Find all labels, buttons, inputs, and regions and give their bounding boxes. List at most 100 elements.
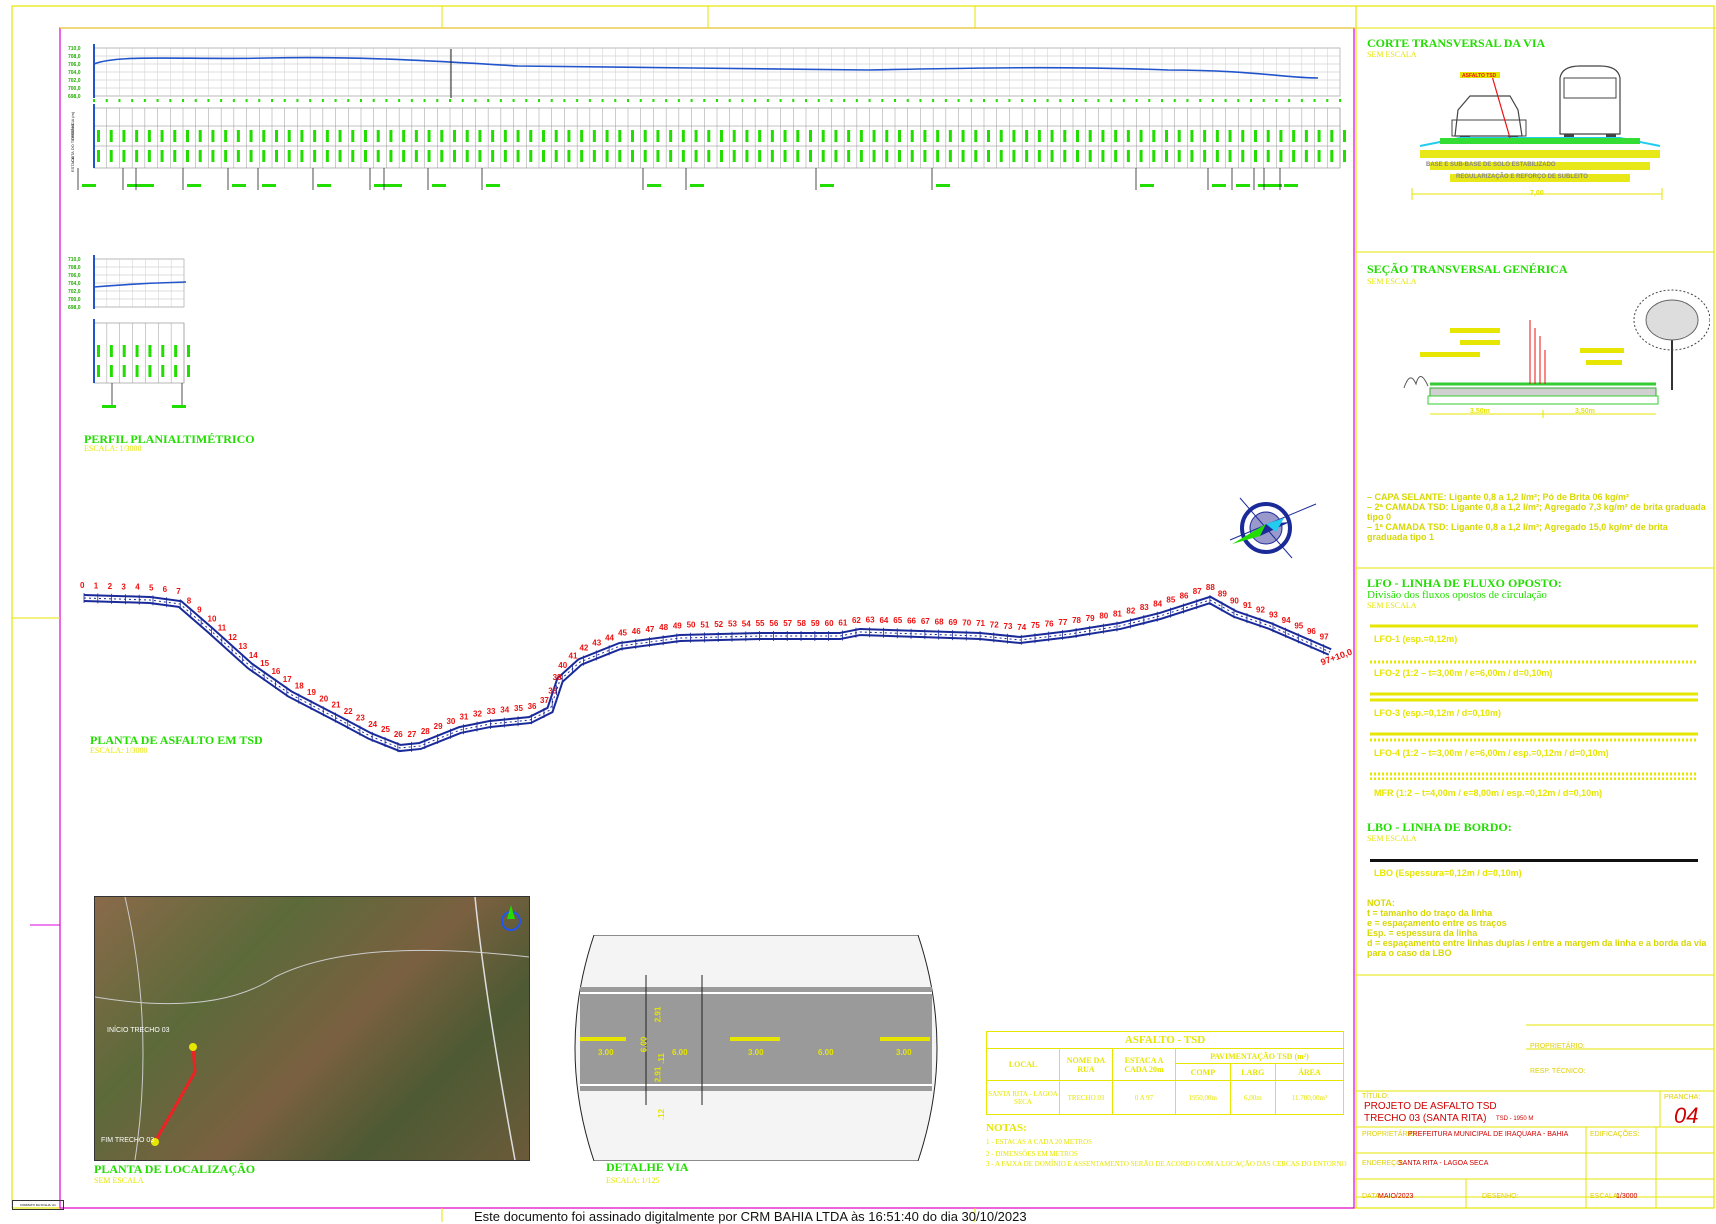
- corte-drawing: [1411, 65, 1663, 200]
- station-label: 89: [1218, 590, 1227, 599]
- station-label: 29: [434, 722, 443, 731]
- station-label: 90: [1230, 596, 1239, 605]
- note-item: 1 - ESTACAS A CADA 20 METROS: [986, 1138, 1093, 1146]
- station-label: 45: [618, 629, 627, 638]
- station-label: 94: [1282, 616, 1291, 625]
- station-label: 12: [228, 633, 237, 642]
- secao-note: – 1ª CAMADA TSD: Ligante 0,8 a 1,2 l/m²;…: [1367, 522, 1668, 542]
- profile-y-tick: 704,0: [68, 70, 81, 76]
- station-label: 66: [907, 617, 916, 626]
- station-label: 8: [187, 596, 192, 605]
- lbo-nota-title: NOTA:: [1367, 898, 1395, 908]
- station-label: 35: [514, 704, 523, 713]
- detail-width: .12: [657, 1108, 667, 1121]
- station-label: 5: [149, 583, 154, 592]
- station-label: 37: [540, 696, 549, 705]
- station-label: 57: [783, 619, 792, 628]
- station-label: 62: [852, 616, 861, 625]
- station-label: 58: [797, 619, 806, 628]
- north-arrow-icon: [1229, 497, 1317, 559]
- secao-title: SEÇÃO TRANSVERSAL GENÉRICA: [1367, 262, 1568, 276]
- station-label: 93: [1269, 610, 1278, 619]
- lbo-title: LBO - LINHA DE BORDO:: [1367, 820, 1512, 834]
- lbo-item: LBO (Espessura=0,12m / d=0,10m): [1374, 868, 1522, 878]
- station-label: 2: [108, 582, 113, 591]
- station-label: 7: [176, 587, 181, 596]
- station-label: 56: [769, 619, 778, 628]
- road-detail-drawing: [574, 935, 938, 1161]
- escala-value: 1/3000: [1616, 1193, 1638, 1200]
- station-label: 67: [921, 617, 930, 626]
- resp-label: RESP. TÉCNICO:: [1530, 1068, 1586, 1075]
- lbo-scale: SEM ESCALA: [1367, 834, 1417, 843]
- prancha-label: PRANCHA:: [1664, 1094, 1701, 1101]
- lbo-line: [1370, 859, 1698, 862]
- data-label: DATA:: [1362, 1193, 1382, 1200]
- station-label: 28: [421, 727, 430, 736]
- station-label: 79: [1086, 614, 1095, 623]
- secao-dim-left: 3,50m: [1470, 408, 1490, 415]
- station-label: 17: [283, 675, 292, 684]
- profile-y-tick: 698,0: [68, 94, 81, 100]
- corte-base-label: BASE E SUB-BASE DE SOLO ESTABILIZADO: [1426, 162, 1556, 168]
- profile-y-tick: 702,0: [68, 289, 81, 295]
- note-item: 2 - DIMENSÕES EM METROS: [986, 1150, 1078, 1158]
- station-label: 23: [356, 714, 365, 723]
- detail-width: .11: [656, 1053, 666, 1064]
- col-comp: COMP: [1175, 1063, 1231, 1081]
- station-label: 9: [197, 605, 202, 614]
- station-label: 31: [459, 712, 468, 721]
- lfo-item: LFO-1 (esp.=0,12m): [1374, 634, 1458, 644]
- profile-row-label: ESTACA: [70, 156, 75, 172]
- secao-note: – 2ª CAMADA TSD: Ligante 0,8 a 1,2 l/m²;…: [1367, 502, 1706, 522]
- station-label: 49: [673, 621, 682, 630]
- col-nome: NOME DA RUA: [1059, 1048, 1113, 1081]
- edif-label: EDIFICAÇÕES:: [1590, 1131, 1640, 1138]
- notes-title: NOTAS:: [986, 1122, 1027, 1134]
- station-label: 84: [1153, 600, 1162, 609]
- station-label: 43: [592, 638, 601, 647]
- station-label: 26: [394, 730, 403, 739]
- lfo-title: LFO - LINHA DE FLUXO OPOSTO:: [1367, 576, 1562, 590]
- station-label: 91: [1243, 601, 1252, 610]
- station-label: 80: [1099, 612, 1108, 621]
- asphalt-table-title: ASFALTO - TSD: [986, 1031, 1344, 1049]
- corte-scale: SEM ESCALA: [1367, 50, 1417, 59]
- detail-title: DETALHE VIA: [606, 1160, 689, 1174]
- station-label: 76: [1045, 620, 1054, 629]
- end-value: SANTA RITA - LAGOA SECA: [1398, 1160, 1489, 1167]
- lfo-item: LFO-2 (1:2 – t=3,00m / e=6,00m / d=0,10m…: [1374, 668, 1553, 678]
- station-label: 1: [94, 581, 99, 590]
- col-pav: PAVIMENTAÇÃO TSD (m²): [1175, 1048, 1344, 1064]
- station-label: 88: [1206, 583, 1215, 592]
- profile-chart-small: 710,0 708,0 706,0 704,0 702,0 700,0 698,0: [68, 255, 190, 408]
- station-label: 72: [990, 620, 999, 629]
- station-label: 11: [218, 624, 227, 633]
- profile-y-tick: 700,0: [68, 297, 81, 303]
- plan-scale: ESCALA: 1/3000: [90, 746, 148, 755]
- station-label: 64: [879, 616, 888, 625]
- station-label: 60: [825, 619, 834, 628]
- cell-larg: 6,00m: [1229, 1080, 1276, 1115]
- profile-title: PERFIL PLANIALTIMÉTRICO: [84, 432, 255, 446]
- station-label: 38: [548, 686, 557, 695]
- cell-comp: 1950,00m: [1175, 1080, 1231, 1115]
- station-label: 44: [605, 633, 614, 642]
- station-label: 4: [135, 583, 140, 592]
- station-label: 34: [500, 706, 509, 715]
- station-label: 25: [381, 725, 390, 734]
- station-label: 82: [1126, 606, 1135, 615]
- profile-y-tick: 704,0: [68, 281, 81, 287]
- prop-label: PROPRIETÁRIO:: [1362, 1131, 1417, 1138]
- asphalt-table: ASFALTO - TSD LOCAL NOME DA RUA ESTACA A…: [986, 1031, 1345, 1115]
- station-label: 73: [1004, 622, 1013, 631]
- col-area: ÁREA: [1274, 1063, 1345, 1081]
- end-label: ENDEREÇO:: [1362, 1160, 1404, 1167]
- station-label: 52: [714, 620, 723, 629]
- lbo-nota: d = espaçamento entre linhas duplas / en…: [1367, 938, 1707, 958]
- station-label: 42: [579, 644, 588, 653]
- lbo-nota: Esp. = espessura da linha: [1367, 928, 1478, 938]
- station-label: 53: [728, 620, 737, 629]
- station-label: 47: [645, 625, 654, 634]
